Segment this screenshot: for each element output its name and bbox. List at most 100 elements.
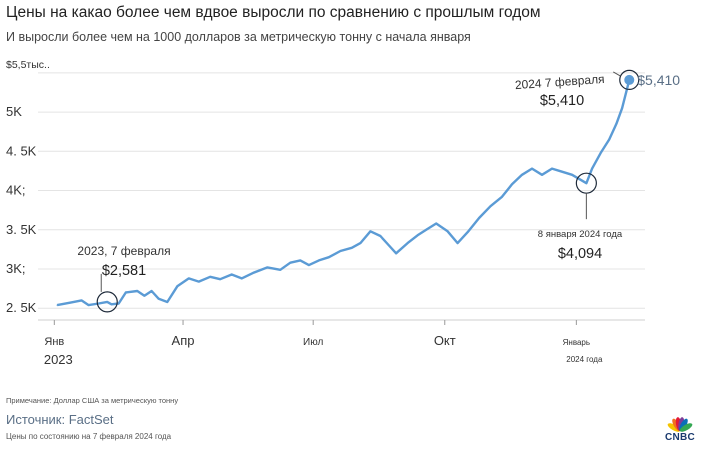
x-tick-sublabel: 2023 [44,352,73,367]
data-point [551,167,553,170]
source-credit: Источник: FactSet [6,412,114,427]
data-point [388,244,390,247]
data-point [110,303,113,305]
data-point [339,250,341,252]
data-point [489,205,492,207]
line-chart: $5,5тыс.. 5K 4. 5K 4K; 3. 5K 3K; 2. 5K Янв 2023… [6,59,680,367]
data-point [521,174,523,176]
y-tick-label: 3. 5K [6,222,37,237]
data-point [467,231,469,233]
peacock-feather [679,423,693,432]
data-point [318,259,320,261]
y-tick-label: 2. 5K [6,300,37,315]
data-point [209,276,211,278]
gridlines [38,72,645,321]
x-tick-sublabel: 2024 года [566,355,603,364]
data-point [416,234,419,236]
annotation-circle [619,69,640,91]
data-point [541,174,543,176]
x-axis-ticks: Янв 2023 Апр Июл Окт Январь 2024 года [44,320,603,367]
data-point [88,304,90,306]
data-point [585,182,587,184]
data-point [176,285,178,287]
x-tick-label: Январь [563,338,590,347]
data-point [457,242,459,244]
data-point [299,259,301,261]
brand-label: CNBC [664,432,696,443]
data-point [69,302,71,304]
x-tick-label: Янв [44,336,64,348]
data-point [531,167,533,170]
peacock-icon [667,417,693,432]
data-point [289,262,291,264]
data-point [56,304,58,306]
data-point [198,280,200,283]
y-tick-label: $5,5тыс.. [6,59,50,71]
data-point [561,171,563,173]
data-point [106,301,108,303]
price-line [56,79,631,307]
y-tick-label: 4. 5K [6,143,37,158]
data-point [279,269,281,271]
data-point [98,302,100,305]
data-point [136,290,138,292]
x-tick-label: Июл [303,337,323,348]
annotation-value: $4,094 [558,246,602,262]
footnote: Примечание: Доллар США за метрическую то… [6,396,179,405]
data-point [351,247,353,249]
price-series [56,79,631,307]
data-point [591,167,593,170]
data-point [143,295,146,297]
data-point [125,291,127,294]
data-point [621,107,623,109]
chart-subtitle: И выросли более чем на 1000 долларов за … [6,30,471,44]
data-point [501,196,503,198]
data-point [328,256,330,258]
data-point [241,277,243,280]
data-point [150,290,153,292]
data-point [188,277,190,280]
data-point [608,138,610,141]
data-point [379,235,382,237]
data-point [359,242,361,244]
data-point [158,298,160,300]
y-tick-label: 5K [6,104,22,119]
data-point [266,266,269,269]
x-tick-label: Окт [434,333,456,348]
end-value-label: $5,410 [637,72,680,88]
data-point [600,152,602,154]
data-point [166,301,168,303]
annotation-value: $2,581 [102,263,146,279]
annotations: 2023, 7 февраля $2,581 8 января 2024 года $… [77,69,680,313]
data-point [478,217,480,219]
as-of-note: Цены по состоянию на 7 февраля 2024 года [6,432,172,441]
data-point [511,183,513,185]
annotation-date: 2024 7 февраля [514,72,605,92]
annotation-value: $5,410 [540,93,584,109]
data-point [369,230,371,232]
data-point [219,278,221,280]
data-point [118,302,120,305]
data-point [308,264,310,266]
annotation-circle [96,291,118,313]
data-point [435,222,437,225]
data-point [231,273,233,276]
y-tick-label: 4K; [6,183,26,198]
annotation-date: 2023, 7 февраля [77,244,170,258]
y-axis-ticks: $5,5тыс.. 5K 4. 5K 4K; 3. 5K 3K; 2. 5K [6,59,50,315]
chart-title: Цены на какао более чем вдвое выросли по… [6,4,541,21]
annotation-date: 8 января 2024 года [538,229,623,240]
data-point [615,123,617,125]
end-point-marker [624,74,635,85]
x-tick-label: Апр [172,333,195,348]
data-point [395,252,397,254]
y-tick-label: 3K; [6,261,26,276]
data-point [571,174,573,176]
data-point [425,229,427,231]
data-point [252,272,254,274]
data-point [447,230,449,232]
cnbc-logo: CNBC [660,411,700,445]
data-point [406,242,409,244]
data-point [80,299,83,301]
annotation-leader [613,71,621,77]
